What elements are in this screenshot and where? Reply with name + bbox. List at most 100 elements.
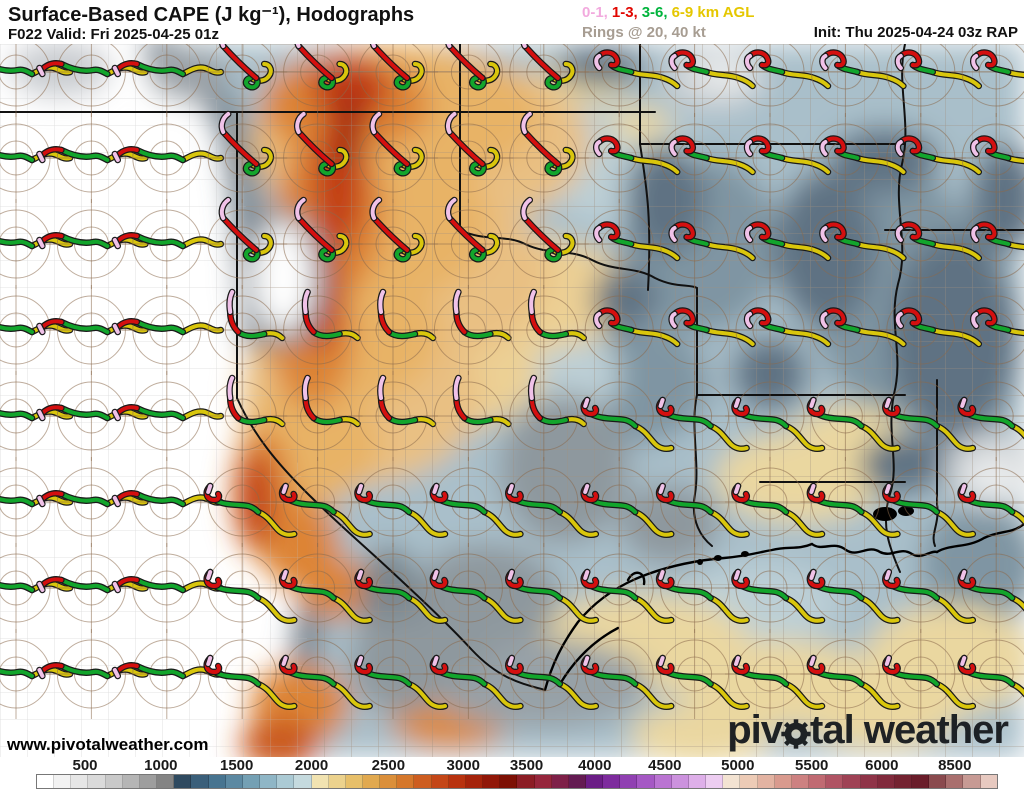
- hodograph: [951, 199, 1024, 289]
- colorbar-footer: 500 1000 1500 2000 2500 3000 3500 4000 4500 5000 5…: [0, 757, 1024, 791]
- colorbar-segment: [654, 775, 672, 788]
- colorbar-tick: 8500: [938, 757, 972, 774]
- colorbar-segment: [929, 775, 947, 788]
- hodograph: [574, 543, 675, 633]
- hodograph: [423, 629, 524, 719]
- colorbar-segment: [380, 775, 398, 788]
- hodograph: [875, 629, 977, 719]
- colorbar-segment: [54, 775, 72, 788]
- hodograph: [725, 44, 832, 117]
- hodograph: [649, 457, 750, 547]
- colorbar-segment: [791, 775, 810, 788]
- hodograph: [348, 371, 438, 461]
- hodograph: [725, 543, 826, 633]
- map-canvas: [0, 44, 1024, 757]
- hodograph: [875, 457, 977, 547]
- hodograph: [875, 285, 983, 375]
- hodograph: [197, 543, 298, 633]
- hodograph: [800, 543, 901, 633]
- colorbar-segment: [534, 775, 552, 788]
- coastline: [543, 522, 1024, 692]
- hodograph: [574, 113, 681, 203]
- hodograph: [951, 285, 1024, 375]
- cape-hodograph-map: www.pivotalweather.com piv tal weather: [0, 44, 1024, 757]
- gear-icon: [780, 718, 812, 750]
- colorbar-tick: 6000: [865, 757, 899, 774]
- hodograph: [272, 285, 363, 375]
- colorbar-segment: [774, 775, 792, 788]
- hodograph: [800, 113, 907, 203]
- hodograph: [272, 457, 373, 547]
- hodograph: [272, 543, 373, 633]
- colorbar-segment: [431, 775, 449, 788]
- hodograph: [498, 371, 589, 461]
- colorbar-segment: [603, 775, 621, 788]
- hodograph: [197, 457, 298, 547]
- hodograph: [649, 371, 750, 461]
- hodograph: [800, 371, 901, 461]
- hodograph: [725, 199, 832, 289]
- hodograph: [111, 285, 225, 375]
- init-time-label: Init: Thu 2025-04-24 03z RAP: [813, 24, 1018, 41]
- colorbar-tick: 3000: [446, 757, 480, 774]
- logo-text-prefix: piv: [727, 708, 783, 752]
- hodograph: [348, 285, 438, 375]
- hodograph: [348, 543, 449, 633]
- hodograph: [348, 196, 438, 289]
- hodograph: [574, 44, 681, 117]
- hodograph: [498, 110, 589, 203]
- colorbar-segment: [465, 775, 484, 788]
- hodograph: [951, 457, 1024, 547]
- hodograph: [800, 285, 907, 375]
- hodograph: [574, 199, 681, 289]
- colorbar-segment: [105, 775, 123, 788]
- colorbar-tick: 4500: [648, 757, 682, 774]
- hodograph: [574, 371, 675, 461]
- colorbar-segment: [37, 775, 55, 788]
- colorbar-segment: [328, 775, 346, 788]
- colorbar-segment: [500, 775, 518, 788]
- hodograph: [197, 44, 288, 117]
- hodograph: [423, 285, 514, 375]
- colorbar: [36, 774, 998, 789]
- colorbar-tick: 1000: [144, 757, 178, 774]
- colorbar-segment: [637, 775, 655, 788]
- colorbar-segment: [877, 775, 895, 788]
- colorbar-segment: [826, 775, 844, 788]
- colorbar-segment: [242, 775, 261, 788]
- colorbar-tick-labels: 500 1000 1500 2000 2500 3000 3500 4000 4500 5000 5…: [37, 757, 997, 774]
- colorbar-tick: 3500: [509, 757, 544, 774]
- hodograph: [272, 371, 363, 461]
- hodograph: [272, 44, 363, 117]
- pivotal-weather-logo: piv tal weather: [727, 708, 1009, 753]
- hodograph: [348, 110, 438, 203]
- colorbar-segment: [843, 775, 861, 788]
- hodograph-grid: [0, 44, 1024, 719]
- hodograph: [423, 110, 514, 203]
- hodograph: [498, 457, 600, 547]
- colorbar-segment: [483, 775, 501, 788]
- hodograph: [725, 457, 826, 547]
- colorbar-segment: [980, 775, 997, 788]
- colorbar-segment: [740, 775, 758, 788]
- hodograph: [197, 285, 288, 375]
- colorbar-tick: 2000: [294, 757, 329, 774]
- colorbar-segment: [208, 775, 226, 788]
- hodograph: [951, 629, 1024, 719]
- hodograph: [498, 285, 589, 375]
- hodograph: [725, 113, 832, 203]
- colorbar-segment: [671, 775, 689, 788]
- logo-text-suffix: tal weather: [810, 708, 1009, 752]
- colorbar-tick: 2500: [371, 757, 406, 774]
- hodograph: [348, 44, 438, 117]
- hodograph: [649, 629, 750, 719]
- hodograph: [348, 629, 449, 719]
- colorbar-segment: [157, 775, 175, 788]
- hodograph: [574, 457, 675, 547]
- colorbar-segment: [860, 775, 878, 788]
- hodograph: [951, 543, 1024, 633]
- colorbar-segment: [568, 775, 586, 788]
- colorbar-segment: [88, 775, 106, 788]
- colorbar-segment: [517, 775, 535, 788]
